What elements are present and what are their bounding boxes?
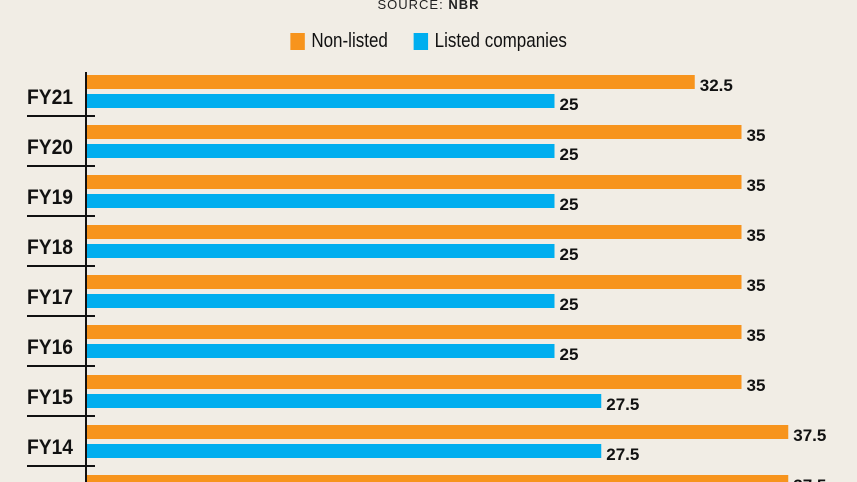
- data-label: 27.5: [606, 395, 639, 414]
- legend-item-non-listed: Non-listed: [290, 30, 388, 53]
- data-label: 35: [747, 376, 766, 395]
- legend-label: Non-listed: [311, 30, 388, 52]
- bar-non-listed: [87, 475, 789, 482]
- data-label: 35: [747, 176, 766, 195]
- bar-listed: [87, 194, 555, 208]
- legend-label: Listed companies: [434, 30, 567, 52]
- bar-listed: [87, 144, 555, 158]
- category-label: FY18: [27, 236, 73, 259]
- bar-non-listed: [87, 325, 742, 339]
- data-label: 25: [560, 295, 579, 314]
- bar-listed: [87, 94, 555, 108]
- bar-non-listed: [87, 125, 742, 139]
- bar-non-listed: [87, 425, 789, 439]
- data-label: 25: [560, 145, 579, 164]
- bar-non-listed: [87, 375, 742, 389]
- bar-non-listed: [87, 275, 742, 289]
- bar-listed: [87, 294, 555, 308]
- category-label: FY17: [27, 286, 73, 309]
- bar-listed: [87, 394, 602, 408]
- data-label: 25: [560, 245, 579, 264]
- category-label: FY14: [27, 436, 73, 459]
- data-label: 35: [747, 326, 766, 345]
- bar-non-listed: [87, 175, 742, 189]
- category-label: FY19: [27, 186, 73, 209]
- data-label: 35: [747, 226, 766, 245]
- legend-swatch-orange: [290, 33, 305, 50]
- bar-listed: [87, 444, 602, 458]
- category-label: FY15: [27, 386, 73, 409]
- data-label: 35: [747, 276, 766, 295]
- data-label: 32.5: [700, 76, 733, 95]
- source-note: SOURCE: NBR: [377, 0, 480, 12]
- bar-non-listed: [87, 75, 695, 89]
- category-label: FY20: [27, 136, 73, 159]
- legend-item-listed: Listed companies: [413, 30, 567, 53]
- data-label: 35: [747, 126, 766, 145]
- data-label: 25: [560, 195, 579, 214]
- data-label: 27.5: [606, 445, 639, 464]
- legend-swatch-blue: [413, 33, 428, 50]
- data-label: 37.5: [793, 426, 826, 445]
- data-label: 37.5: [793, 476, 826, 482]
- bar-listed: [87, 244, 555, 258]
- bar-listed: [87, 344, 555, 358]
- data-label: 25: [560, 345, 579, 364]
- legend: Non-listed Listed companies: [64, 30, 792, 53]
- bar-non-listed: [87, 225, 742, 239]
- data-label: 25: [560, 95, 579, 114]
- category-label: FY21: [27, 86, 73, 109]
- category-label: FY16: [27, 336, 73, 359]
